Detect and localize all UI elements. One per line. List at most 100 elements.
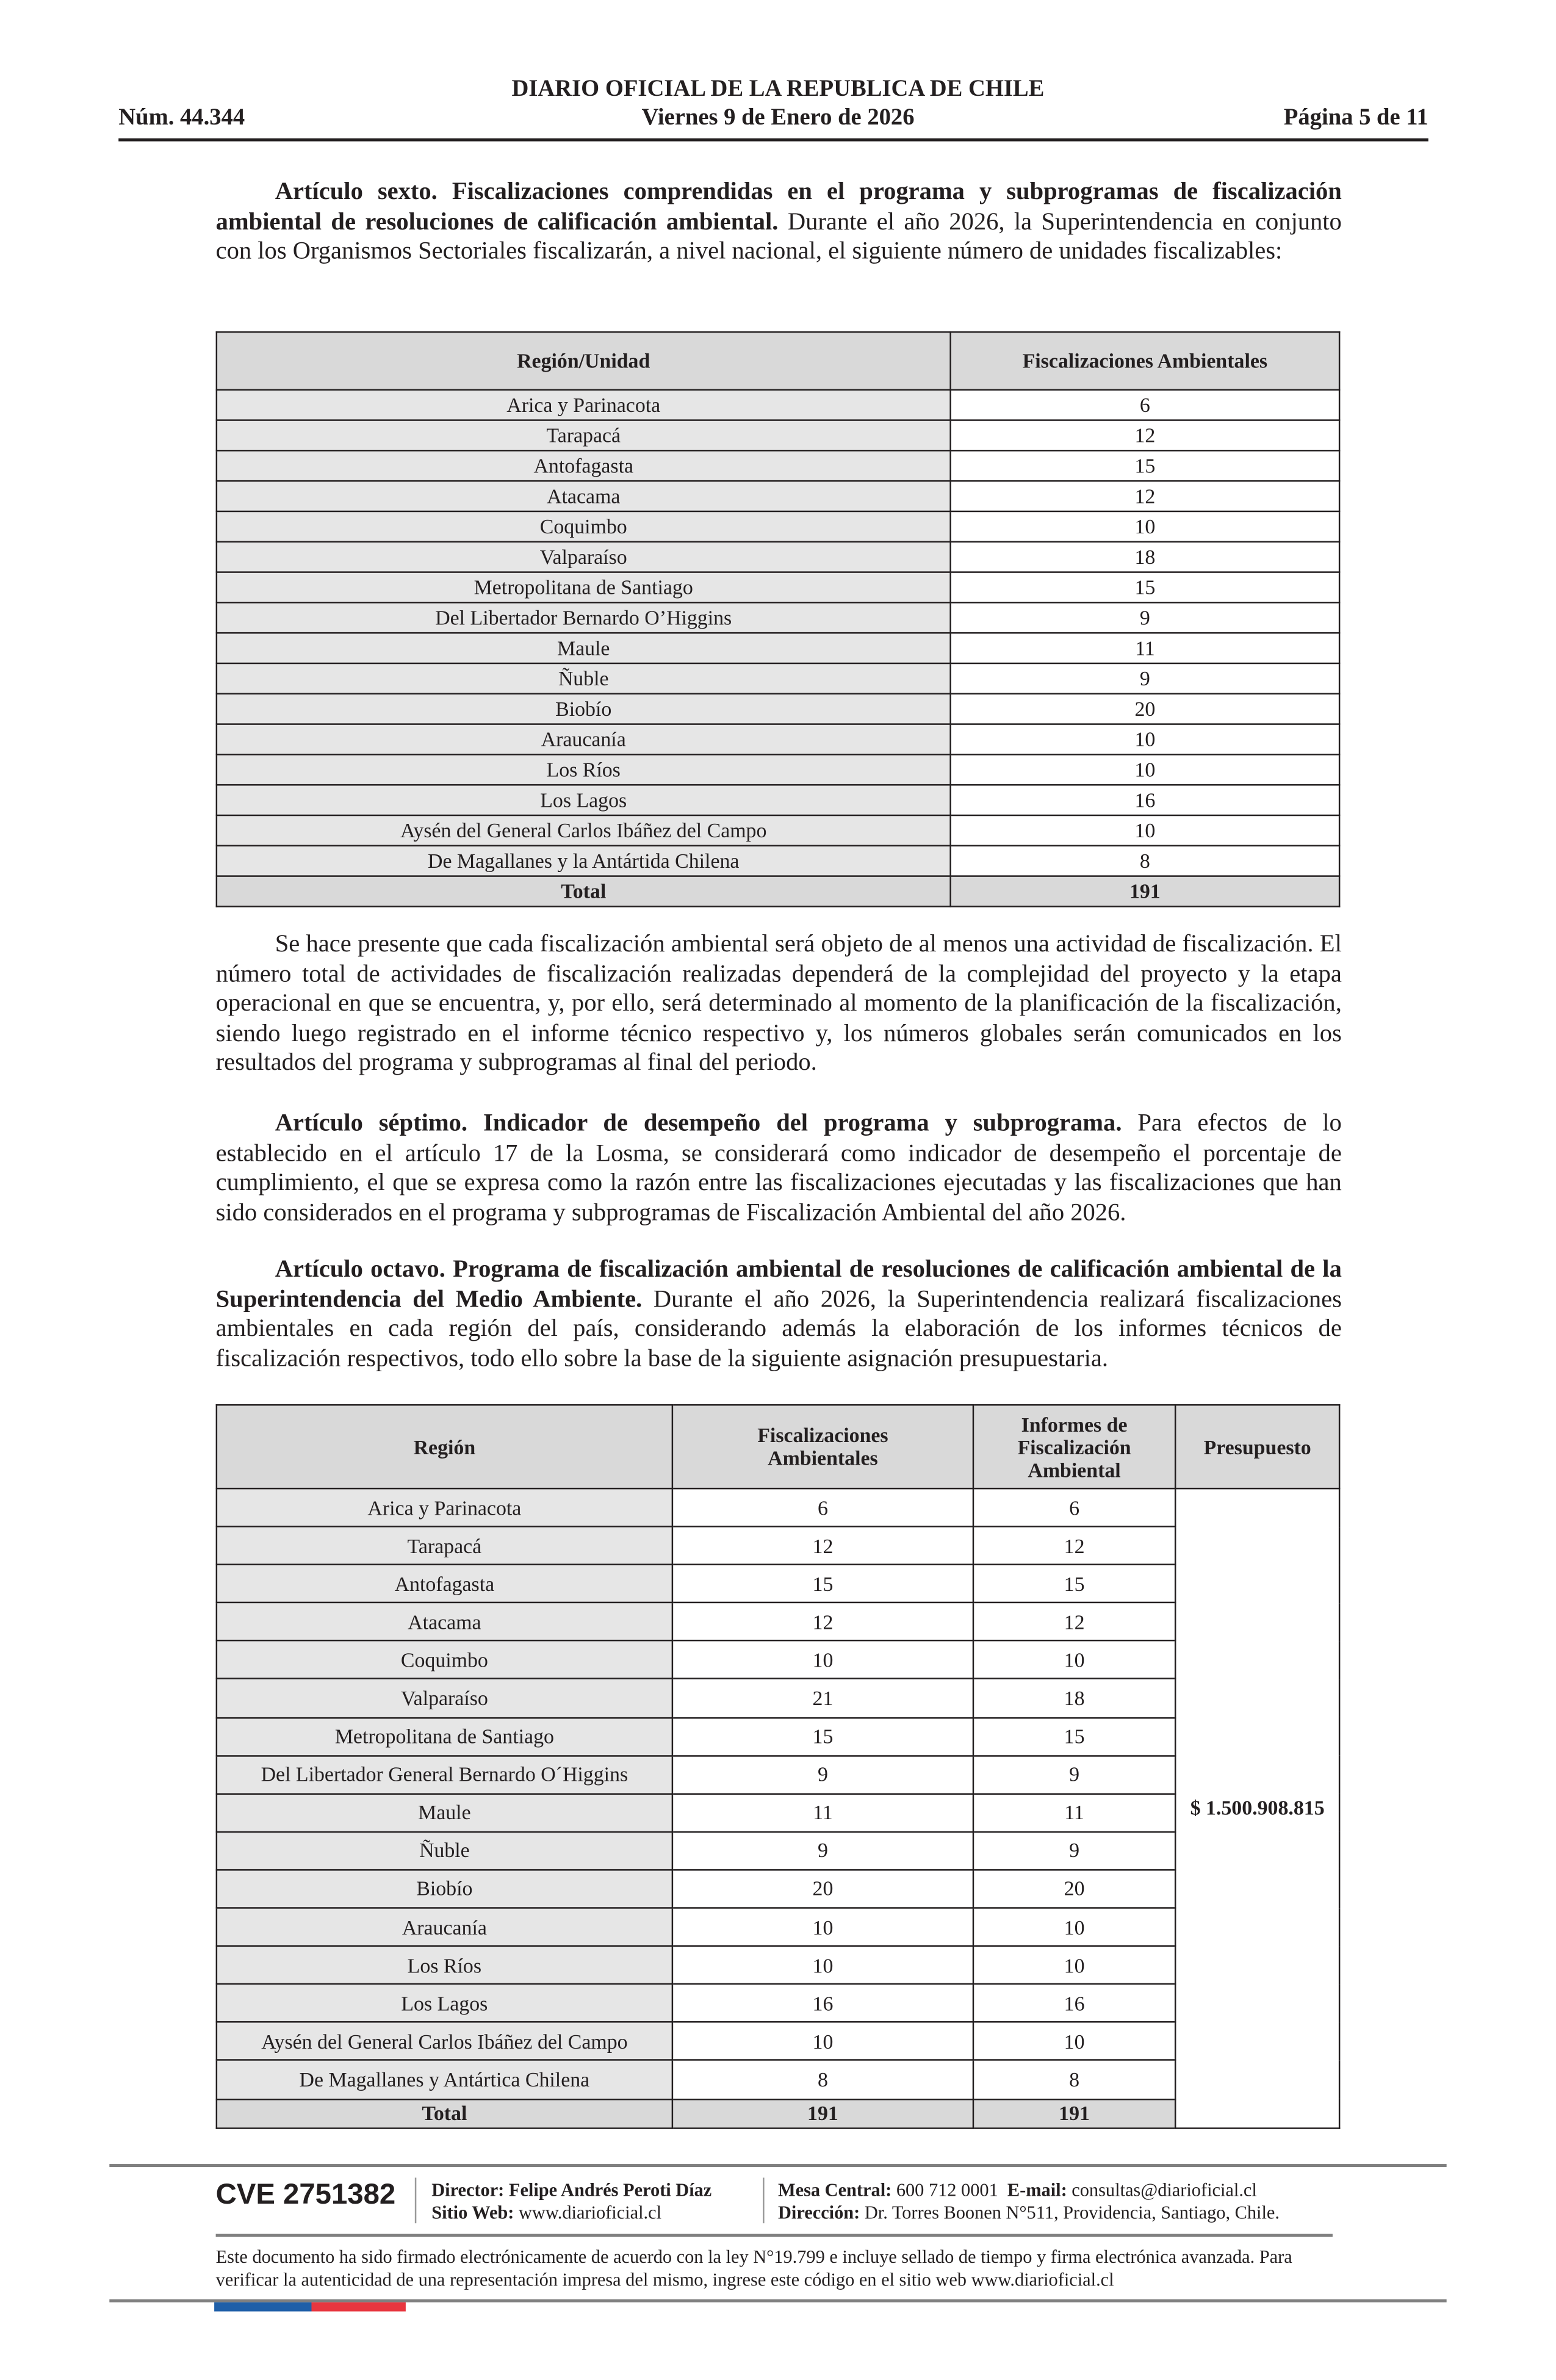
footer-divider <box>109 2299 1447 2302</box>
reports-cell: 10 <box>972 2021 1176 2061</box>
region-cell: Del Libertador General Bernardo O´Higgin… <box>215 1754 674 1795</box>
total-value: 191 <box>949 875 1341 907</box>
flag-stripe-red <box>311 2302 406 2312</box>
inspections-cell: 16 <box>671 1983 974 2024</box>
page-number: Página 5 de 11 <box>1283 104 1428 131</box>
table-row: Del Libertador Bernardo O’Higgins 9 <box>215 602 1341 634</box>
inspections-cell: 18 <box>949 541 1341 573</box>
region-cell: Valparaíso <box>215 541 951 573</box>
table-row: Maule 11 11 <box>215 1792 1339 1833</box>
table-row: Arica y Parinacota 6 6 $ 1.500.908.815 <box>215 1487 1341 2129</box>
article-7-heading: Artículo séptimo. Indicador de desempeño… <box>275 1108 1122 1137</box>
article-7: Artículo séptimo. Indicador de desempeño… <box>216 1108 1342 1227</box>
table-row: Metropolitana de Santiago 15 15 <box>215 1716 1339 1756</box>
inspections-cell: 10 <box>949 510 1341 543</box>
email-label: E-mail: <box>1007 2179 1067 2201</box>
contact-info: Mesa Central: 600 712 0001 E-mail: consu… <box>778 2179 1280 2225</box>
footer-separator <box>414 2177 417 2224</box>
region-cell: Los Ríos <box>215 1945 674 1985</box>
reports-cell: 9 <box>972 1754 1176 1795</box>
email-link[interactable]: consultas@diarioficial.cl <box>1067 2179 1257 2201</box>
website-label: Sitio Web: <box>431 2202 514 2224</box>
footer-divider <box>215 2234 1333 2237</box>
reports-cell: 16 <box>972 1983 1176 2024</box>
issue-date: Viernes 9 de Enero de 2026 <box>641 104 915 131</box>
region-cell: Coquimbo <box>215 510 951 543</box>
reports-cell: 10 <box>972 1907 1176 1947</box>
reports-cell: 15 <box>972 1716 1176 1756</box>
column-header-budget: Presupuesto <box>1174 1404 1341 1490</box>
region-cell: Aysén del General Carlos Ibáñez del Camp… <box>215 814 951 847</box>
inspections-cell: 10 <box>671 2021 974 2061</box>
article-6-body: Durante el año 2026, la Superintendencia… <box>215 206 1342 265</box>
website-link[interactable]: www.diarioficial.cl <box>514 2202 662 2224</box>
regional-inspections-table: Región/Unidad Fiscalizaciones Ambientale… <box>215 331 1341 907</box>
inspections-cell: 15 <box>949 571 1341 604</box>
table-row: Biobío 20 20 <box>215 1869 1339 1909</box>
article-8: Artículo octavo. Programa de fiscalizaci… <box>216 1253 1342 1372</box>
article-8-body: Durante el año 2026, la Superintendencia… <box>215 1283 1342 1372</box>
total-label: Total <box>215 2097 674 2129</box>
director-info: Director: Felipe Andrés Peroti Díaz Siti… <box>431 2179 711 2225</box>
inspections-cell: 20 <box>671 1869 974 1909</box>
table-row: Los Lagos 16 <box>215 784 1341 817</box>
column-header-inspections: Fiscalizaciones Ambientales <box>671 1404 974 1490</box>
reports-cell: 10 <box>972 1945 1176 1985</box>
inspections-cell: 10 <box>671 1640 974 1680</box>
total-row: Total 191 191 <box>215 2097 1339 2129</box>
reports-cell: 15 <box>972 1563 1176 1604</box>
inspections-cell: 9 <box>671 1754 974 1795</box>
region-cell: Maule <box>215 1792 674 1833</box>
reports-cell: 18 <box>972 1678 1176 1718</box>
inspections-cell: 12 <box>671 1526 974 1566</box>
region-cell: Antofagasta <box>215 450 951 482</box>
reports-cell: 11 <box>972 1792 1176 1833</box>
flag-stripe-blue <box>214 2302 312 2312</box>
note-text: Se hace presente que cada fiscalización … <box>215 928 1342 1076</box>
inspections-cell: 10 <box>949 723 1341 755</box>
header-divider <box>118 138 1428 142</box>
director-name: Felipe Andrés Peroti Díaz <box>504 2179 712 2201</box>
table-row: Valparaíso 21 18 <box>215 1678 1339 1718</box>
inspections-cell: 8 <box>949 845 1341 877</box>
region-cell: Metropolitana de Santiago <box>215 571 951 604</box>
region-cell: Los Ríos <box>215 754 951 786</box>
table-row: Los Lagos 16 16 <box>215 1983 1339 2024</box>
article-6: Artículo sexto. Fiscalizaciones comprend… <box>216 176 1342 265</box>
issue-number: Núm. 44.344 <box>118 104 245 131</box>
address-text: Dr. Torres Boonen N°511, Providencia, Sa… <box>860 2202 1280 2224</box>
table-row: Atacama 12 <box>215 480 1341 513</box>
inspections-cell: 11 <box>671 1792 974 1833</box>
column-header-region: Región/Unidad <box>215 331 951 391</box>
table-row: Atacama 12 12 <box>215 1602 1339 1642</box>
table-row: Ñuble 9 9 <box>215 1831 1339 1871</box>
newspaper-title: DIARIO OFICIAL DE LA REPUBLICA DE CHILE <box>511 76 1045 102</box>
budget-allocation-table: Región Fiscalizaciones Ambientales Infor… <box>215 1404 1341 2129</box>
inspections-cell: 12 <box>949 480 1341 513</box>
table-row: Ñuble 9 <box>215 662 1341 695</box>
region-cell: Tarapacá <box>215 1526 674 1566</box>
region-cell: Araucanía <box>215 1907 674 1947</box>
region-cell: Metropolitana de Santiago <box>215 1716 674 1756</box>
inspections-cell: 15 <box>949 450 1341 482</box>
inspections-cell: 20 <box>949 693 1341 725</box>
region-cell: Tarapacá <box>215 419 951 452</box>
table-row: Metropolitana de Santiago 15 <box>215 571 1341 604</box>
region-cell: Biobío <box>215 693 951 725</box>
table-row: Los Ríos 10 10 <box>215 1945 1339 1985</box>
table-row: Aysén del General Carlos Ibáñez del Camp… <box>215 814 1341 847</box>
inspections-cell: 12 <box>949 419 1341 452</box>
table-row: Antofagasta 15 <box>215 450 1341 482</box>
table-row: Biobío 20 <box>215 693 1341 725</box>
table-row: Araucanía 10 <box>215 723 1341 755</box>
region-cell: Arica y Parinacota <box>215 1487 674 1527</box>
table-row: Valparaíso 18 <box>215 541 1341 573</box>
region-cell: Los Lagos <box>215 1983 674 2024</box>
cve-code: CVE 2751382 <box>215 2179 396 2212</box>
region-cell: Ñuble <box>215 662 951 695</box>
reports-cell: 6 <box>972 1487 1176 1527</box>
table-row: De Magallanes y Antártica Chilena 8 8 <box>215 2060 1339 2100</box>
legal-notice: Este documento ha sido firmado electróni… <box>215 2246 1292 2290</box>
total-row: Total 191 <box>215 875 1341 907</box>
